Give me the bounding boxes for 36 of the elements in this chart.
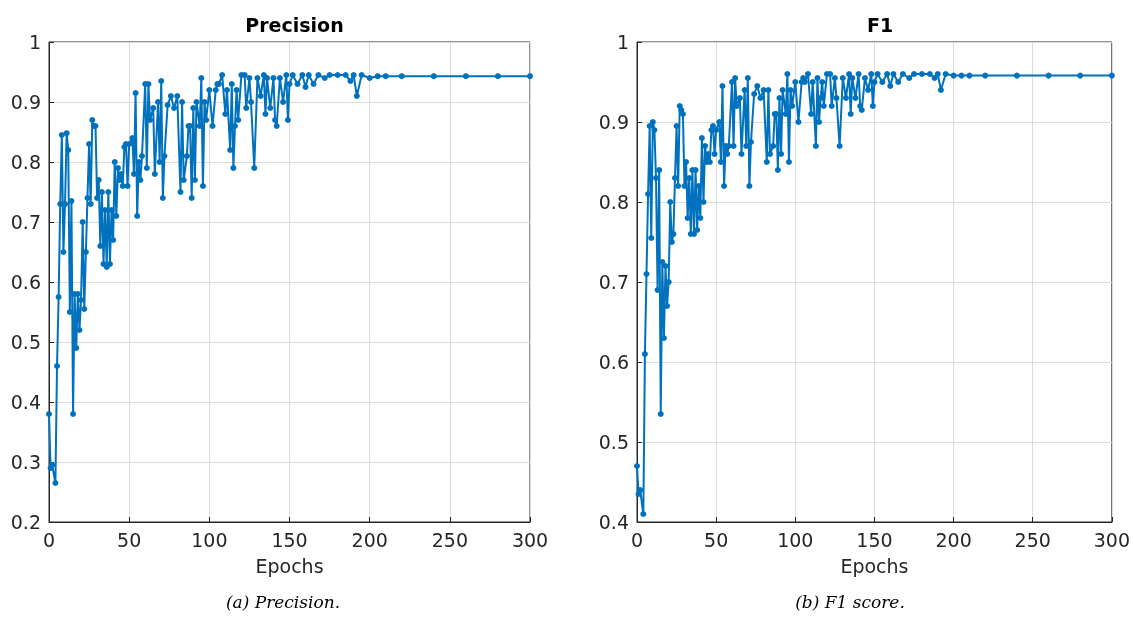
text: (b) F1 score.: [794, 592, 906, 612]
x-tick-label: 200: [351, 528, 388, 551]
y-tick-label: 0.5: [598, 431, 629, 453]
x-tick-label: 250: [1014, 528, 1051, 551]
chart-title: Precision: [245, 13, 344, 36]
y-tick-label: 1: [616, 31, 629, 53]
y-tick-label: 1: [28, 31, 41, 53]
y-tick-label: 0.6: [598, 351, 629, 373]
y-tick-label: 0.7: [10, 211, 41, 233]
x-tick-label: 300: [511, 528, 549, 551]
y-tick-label: 0.4: [598, 511, 629, 533]
x-tick-label: 200: [935, 528, 972, 551]
x-tick-label: 150: [271, 528, 308, 551]
x-axis-title: Epochs: [255, 554, 324, 577]
y-tick-label: 0.8: [598, 191, 629, 213]
chart-title: F1: [866, 13, 894, 36]
x-tick-label: 150: [856, 528, 893, 551]
x-tick-label: 0: [42, 528, 56, 551]
x-tick-label: 50: [117, 528, 142, 551]
text: (a) Precision.: [224, 592, 342, 612]
y-tick-label: 0.3: [10, 451, 41, 473]
y-tick-label: 0.6: [10, 271, 41, 293]
y-tick-label: 0.8: [10, 151, 41, 173]
y-tick-label: 0.9: [10, 91, 41, 113]
x-tick-label: 250: [431, 528, 468, 551]
y-tick-label: 0.9: [598, 111, 629, 133]
x-tick-label: 100: [777, 528, 814, 551]
x-tick-label: 100: [191, 528, 228, 551]
y-tick-label: 0.4: [10, 391, 41, 413]
y-tick-label: 0.5: [10, 331, 41, 353]
x-axis-title: Epochs: [840, 554, 909, 577]
x-tick-label: 300: [1093, 528, 1130, 551]
y-tick-label: 0.2: [10, 511, 41, 533]
y-tick-label: 0.7: [598, 271, 629, 293]
x-tick-label: 50: [704, 528, 729, 551]
x-tick-label: 0: [630, 528, 644, 551]
